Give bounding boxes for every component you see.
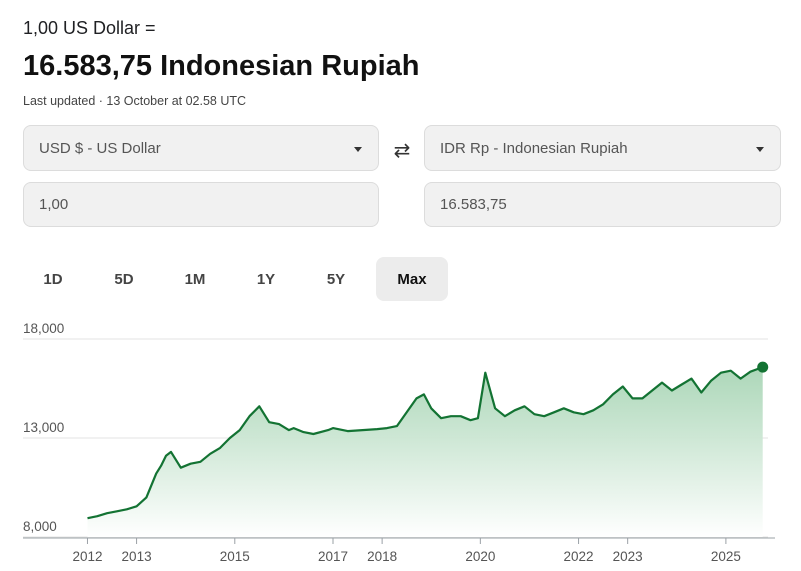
to-currency-select[interactable]: IDR Rp - Indonesian Rupiah xyxy=(424,125,781,171)
from-currency-label: USD $ - US Dollar xyxy=(39,139,161,157)
tab-max[interactable]: Max xyxy=(376,257,448,301)
x-tick-label: 2023 xyxy=(613,549,643,564)
last-updated-text: Last updated · 13 October at 02.58 UTC xyxy=(23,94,247,108)
chevron-down-icon xyxy=(756,147,764,152)
to-currency-label: IDR Rp - Indonesian Rupiah xyxy=(440,139,628,157)
series-line xyxy=(87,366,764,520)
tab-1y[interactable]: 1Y xyxy=(256,270,276,288)
y-tick-label: 18,000 xyxy=(23,321,64,336)
swap-arrows-icon[interactable]: ⇄ xyxy=(393,140,411,162)
x-tick-label: 2025 xyxy=(711,549,741,564)
from-currency-select[interactable]: USD $ - US Dollar xyxy=(23,125,379,171)
chevron-down-icon xyxy=(354,147,362,152)
exchange-rate-chart: 18,000 13,000 8,000 2012 2013 2015 2017 2018 202… xyxy=(23,321,775,564)
tab-5y[interactable]: 5Y xyxy=(326,270,346,288)
y-tick-label: 13,000 xyxy=(23,420,64,435)
tab-1m[interactable]: 1M xyxy=(184,270,206,288)
to-amount-value: 16.583,75 xyxy=(440,196,507,213)
tab-1d[interactable]: 1D xyxy=(43,270,63,288)
tab-5d[interactable]: 5D xyxy=(114,270,134,288)
base-amount-line: 1,00 US Dollar = xyxy=(23,18,156,38)
latest-point-marker[interactable] xyxy=(757,361,769,373)
x-tick-label: 2022 xyxy=(564,549,594,564)
series-area xyxy=(87,367,763,537)
x-tick-label: 2015 xyxy=(220,549,250,564)
from-amount-input[interactable]: 1,00 xyxy=(23,182,379,227)
x-tick-label: 2020 xyxy=(465,549,495,564)
x-tick-label: 2013 xyxy=(122,549,152,564)
converted-amount-title: 16.583,75 Indonesian Rupiah xyxy=(23,50,420,82)
x-tick-label: 2012 xyxy=(72,549,102,564)
to-amount-input[interactable]: 16.583,75 xyxy=(424,182,781,227)
x-tick-label: 2018 xyxy=(367,549,397,564)
x-tick-label: 2017 xyxy=(318,549,348,564)
y-tick-label: 8,000 xyxy=(23,519,57,534)
from-amount-value: 1,00 xyxy=(39,196,69,213)
